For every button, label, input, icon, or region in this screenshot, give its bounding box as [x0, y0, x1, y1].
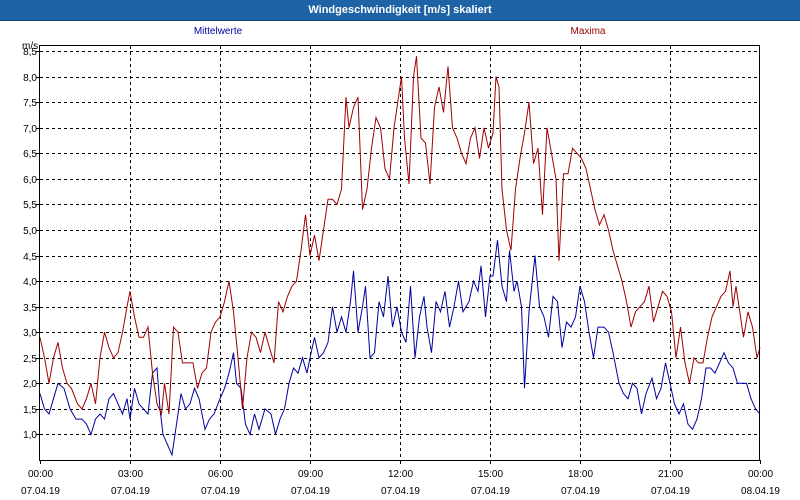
legend-mittelwerte: Mittelwerte: [194, 26, 243, 37]
x-tick-date: 08.04.19: [741, 486, 780, 497]
chart-title: Windgeschwindigkeit [m/s] skaliert: [308, 4, 492, 16]
series-line-maxima: [39, 56, 761, 416]
y-tick-label: 8,5: [23, 47, 37, 58]
x-tick-date: 07.04.19: [651, 486, 690, 497]
y-tick-label: 3,5: [23, 303, 37, 314]
y-tick-label: 6,0: [23, 175, 37, 186]
y-tick-label: 5,5: [23, 200, 37, 211]
x-tick-date: 07.04.19: [21, 486, 60, 497]
y-tick-label: 2,0: [23, 379, 37, 390]
series-line-mittelwerte: [39, 240, 761, 457]
x-tick-time: 00:00: [748, 469, 773, 480]
y-tick-label: 1,0: [23, 430, 37, 441]
x-tick-date: 07.04.19: [111, 486, 150, 497]
y-tick-label: 5,0: [23, 226, 37, 237]
x-tick-time: 09:00: [298, 469, 323, 480]
grid-lines: [40, 46, 760, 460]
y-tick-label: 6,5: [23, 149, 37, 160]
y-tick-label: 1,5: [23, 405, 37, 416]
x-tick-time: 15:00: [478, 469, 503, 480]
x-tick-date: 07.04.19: [201, 486, 240, 497]
x-tick-time: 03:00: [118, 469, 143, 480]
x-tick-date: 07.04.19: [471, 486, 510, 497]
x-tick-time: 12:00: [388, 469, 413, 480]
y-tick-label: 4,5: [23, 252, 37, 263]
y-tick-label: 7,0: [23, 124, 37, 135]
x-tick-date: 07.04.19: [561, 486, 600, 497]
y-tick-label: 4,0: [23, 277, 37, 288]
chart-title-bar: Windgeschwindigkeit [m/s] skaliert: [0, 0, 800, 21]
y-tick-label: 8,0: [23, 73, 37, 84]
y-axis-unit-label: m/s: [22, 41, 38, 52]
y-tick-label: 2,5: [23, 354, 37, 365]
x-tick-date: 07.04.19: [291, 486, 330, 497]
y-tick-label: 3,0: [23, 328, 37, 339]
y-axis-ticks: 1,0 1,5 2,0 2,5 3,0 3,5 4,0 4,5 5,0 5,5 6,0 6,5 7,0 7…: [23, 47, 40, 441]
plot-frame: [39, 45, 760, 461]
legend-maxima: Maxima: [570, 26, 605, 37]
x-axis-ticks: 00:00 07.04.19 03:00 07.04.19 06:00 07.04.19 0…: [21, 460, 780, 497]
x-tick-time: 21:00: [658, 469, 683, 480]
x-tick-time: 00:00: [28, 469, 53, 480]
x-tick-time: 06:00: [208, 469, 233, 480]
y-tick-label: 7,5: [23, 98, 37, 109]
series-lines: [39, 56, 761, 457]
x-tick-time: 18:00: [568, 469, 593, 480]
wind-speed-chart: Mittelwerte Maxima m/s 1,0 1,5 2,0 2,5 3,0 3,…: [21, 26, 780, 497]
x-tick-date: 07.04.19: [381, 486, 420, 497]
